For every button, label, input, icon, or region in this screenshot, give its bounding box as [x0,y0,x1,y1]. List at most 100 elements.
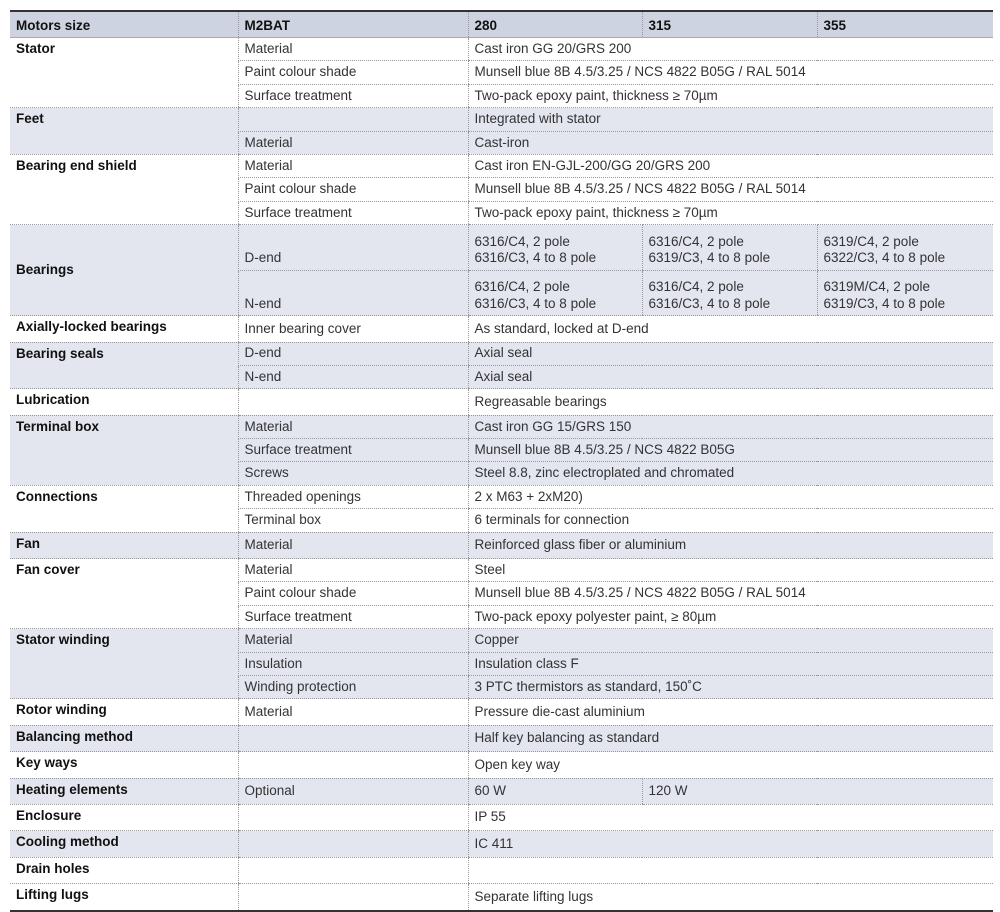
value-cell: 3 PTC thermistors as standard, 150˚C [467,675,993,700]
attribute-cell: Material [237,628,468,653]
attribute-cell [237,751,468,779]
table-row: Enclosure IP 55 [10,804,993,832]
table-row: N-end Axial seal [10,365,993,390]
value-cell: Munsell blue 8B 4.5/3.25 / NCS 4822 B05G… [467,60,993,85]
attribute-cell: Paint colour shade [237,581,468,606]
table-row: Paint colour shade Munsell blue 8B 4.5/3.… [10,177,993,202]
group-label: Terminal box [10,415,238,486]
attribute-cell [237,883,468,912]
table-row: Paint colour shade Munsell blue 8B 4.5/3.… [10,60,993,85]
attribute-cell: N-end [237,270,468,317]
value-cell: 6316/C4, 2 pole 6319/C3, 4 to 8 pole [641,224,817,271]
table-row: Cooling method IC 411 [10,830,993,858]
value-line: 6319/C4, 2 pole [823,233,919,249]
table-row: Drain holes [10,857,993,885]
table-row: Insulation Insulation class F [10,652,993,676]
header-row: Motors size M2BAT 280 315 355 [10,10,993,38]
table-row: Heating elements Optional 60 W 120 W [10,778,993,805]
table-row: Screws Steel 8.8, zinc electroplated and … [10,461,993,486]
table-row: Surface treatment Two-pack epoxy paint, t… [10,201,993,226]
attribute-cell: N-end [237,365,468,390]
table-row: Fan cover Material Steel [10,558,993,630]
attribute-cell: Optional [237,778,468,805]
value-cell: Open key way [467,751,993,779]
attribute-cell: Paint colour shade [237,60,468,85]
value-cell: Munsell blue 8B 4.5/3.25 / NCS 4822 B05G… [467,581,993,606]
attribute-cell [237,830,468,858]
header-size-355: 355 [816,10,993,38]
table-row: Stator Material Cast iron GG 20/GRS 200 [10,37,993,109]
value-line: 6316/C4, 2 pole [474,233,570,249]
value-cell: 60 W [467,778,642,805]
value-cell: IP 55 [467,804,993,832]
attribute-cell: Screws [237,461,468,486]
group-label: Cooling method [10,830,238,858]
header-model: M2BAT [237,10,468,38]
header-size-280: 280 [467,10,642,38]
value-line: 6319M/C4, 2 pole [823,279,931,295]
group-label: Drain holes [10,857,238,885]
table-row: Bearing seals D-end Axial seal [10,342,993,390]
attribute-cell: Terminal box [237,508,468,533]
group-label: Balancing method [10,725,238,753]
value-line: 6316/C3, 4 to 8 pole [474,250,597,266]
table-row: Feet Integrated with stator [10,107,993,155]
table-row: Surface treatment Two-pack epoxy paint, t… [10,84,993,109]
attribute-cell: Surface treatment [237,438,468,463]
value-cell: 6 terminals for connection [467,508,993,533]
attribute-cell: D-end [237,224,468,271]
table-row: Stator winding Material Copper [10,628,993,700]
value-cell: Two-pack epoxy polyester paint, ≥ 80µm [467,605,993,630]
group-label: Enclosure [10,804,238,832]
table-row: Paint colour shade Munsell blue 8B 4.5/3.… [10,581,993,606]
attribute-cell: Surface treatment [237,84,468,109]
attribute-cell [237,725,468,753]
table-row: Surface treatment Two-pack epoxy polyeste… [10,605,993,630]
value-cell: 6316/C4, 2 pole 6316/C3, 4 to 8 pole [641,270,817,317]
group-label: Stator winding [10,628,238,700]
group-label: Lifting lugs [10,883,238,912]
group-label: Axially-locked bearings [10,315,238,343]
value-cell: Cast iron EN-GJL-200/GG 20/GRS 200 [467,154,993,179]
table-row: Key ways Open key way [10,751,993,779]
value-line: 6316/C4, 2 pole [648,279,744,295]
group-label: Fan [10,532,238,560]
motor-specification-table: Motors size M2BAT 280 315 355 Stator Mate… [10,10,993,912]
header-motors-size: Motors size [10,10,238,38]
value-line: 6316/C3, 4 to 8 pole [648,295,771,311]
attribute-cell: Material [237,154,468,179]
value-cell: Integrated with stator [467,107,993,132]
group-label: Bearing end shield [10,154,238,226]
table-row: Terminal box 6 terminals for connection [10,508,993,533]
group-label: Fan cover [10,558,238,630]
group-label: Bearings [10,224,238,317]
table-row: Surface treatment Munsell blue 8B 4.5/3.2… [10,438,993,463]
group-label: Heating elements [10,778,238,805]
value-cell: Reinforced glass fiber or aluminium [467,532,993,560]
value-cell: Axial seal [467,365,993,390]
attribute-cell: D-end [237,342,468,366]
value-cell [467,857,993,885]
attribute-cell [237,804,468,832]
value-cell: As standard, locked at D-end [467,315,993,343]
value-cell: Cast-iron [467,131,993,155]
value-line: 6316/C4, 2 pole [648,233,744,249]
value-cell: Regreasable bearings [467,388,993,416]
table-row: Terminal box Material Cast iron GG 15/GRS … [10,415,993,486]
table-row: Lifting lugs Separate lifting lugs [10,883,993,912]
attribute-cell: Paint colour shade [237,177,468,202]
value-line: 6316/C4, 2 pole [474,279,570,295]
group-label: Bearing seals [10,342,238,390]
value-line: 6316/C3, 4 to 8 pole [474,295,597,311]
value-cell: Two-pack epoxy paint, thickness ≥ 70µm [467,84,993,109]
value-cell: Pressure die-cast aluminium [467,698,993,726]
table-row: Rotor winding Material Pressure die-cast a… [10,698,993,726]
attribute-cell: Inner bearing cover [237,315,468,343]
value-cell: Munsell blue 8B 4.5/3.25 / NCS 4822 B05G [467,438,993,463]
value-cell: 6316/C4, 2 pole 6316/C3, 4 to 8 pole [467,224,642,271]
attribute-cell: Threaded openings [237,485,468,510]
value-cell: Munsell blue 8B 4.5/3.25 / NCS 4822 B05G… [467,177,993,202]
value-cell: Half key balancing as standard [467,725,993,753]
group-label: Rotor winding [10,698,238,726]
value-line: 6319/C3, 4 to 8 pole [823,295,946,311]
